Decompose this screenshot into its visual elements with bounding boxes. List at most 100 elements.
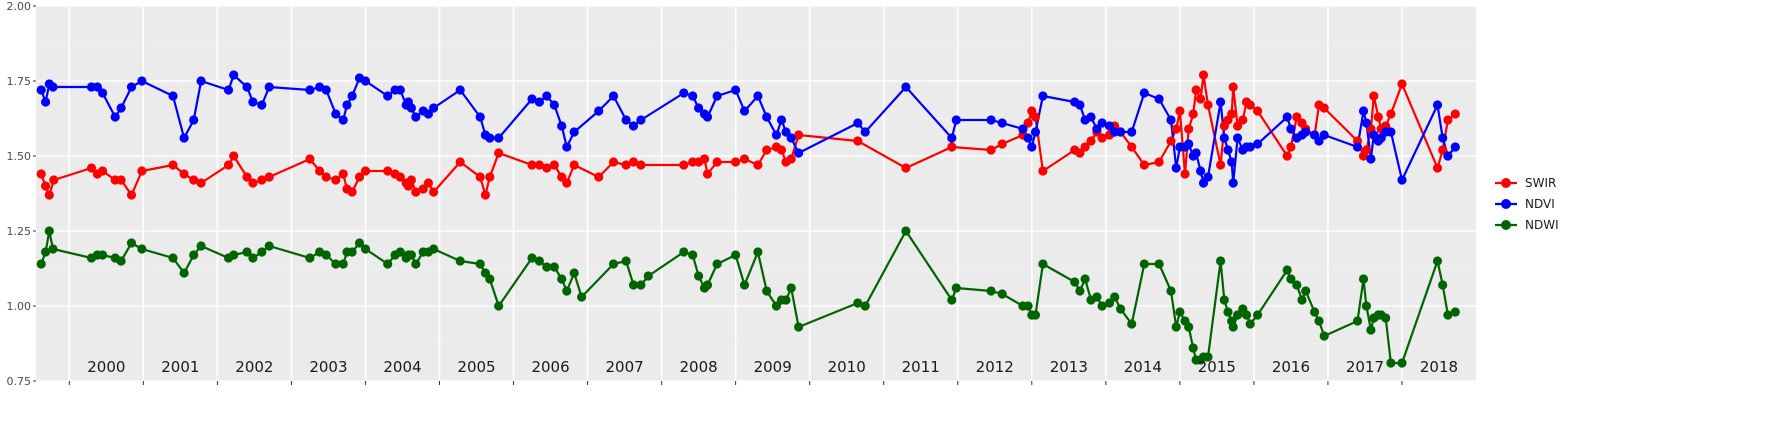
data-point-ndvi: [1191, 148, 1201, 158]
data-point-swir: [569, 160, 579, 170]
data-point-swir: [229, 151, 239, 161]
data-point-swir: [480, 190, 490, 200]
data-point-swir: [196, 178, 206, 188]
data-point-swir: [1023, 118, 1033, 128]
year-label: 2000: [87, 358, 125, 376]
data-point-ndvi: [901, 82, 911, 92]
data-point-swir: [1292, 112, 1302, 122]
data-point-ndvi: [1228, 178, 1238, 188]
data-point-swir: [1171, 124, 1181, 134]
data-point-ndvi: [1245, 142, 1255, 152]
data-point-swir: [997, 139, 1007, 149]
data-point-ndvi: [549, 100, 559, 110]
data-point-ndvi: [731, 85, 741, 95]
data-point-swir: [1191, 85, 1201, 95]
year-label: 2015: [1198, 358, 1236, 376]
data-point-ndwi: [702, 280, 713, 290]
data-point-ndwi: [694, 271, 704, 281]
data-point-ndvi: [794, 148, 804, 158]
data-point-ndwi: [1366, 325, 1376, 335]
data-point-ndvi: [694, 103, 704, 113]
data-point-swir: [1038, 166, 1048, 176]
data-point-swir: [41, 181, 51, 191]
data-point-ndvi: [1361, 118, 1371, 128]
data-point-ndvi: [557, 121, 567, 131]
data-point-ndwi: [1310, 307, 1320, 317]
data-point-swir: [86, 163, 97, 173]
data-point-ndvi: [1358, 106, 1369, 116]
data-point-swir: [179, 169, 189, 179]
data-point-ndvi: [347, 91, 357, 101]
data-point-ndwi: [643, 271, 653, 281]
data-point-swir: [168, 160, 178, 170]
data-point-ndwi: [636, 280, 646, 290]
data-point-swir: [1166, 136, 1176, 146]
data-point-swir: [1386, 109, 1396, 119]
data-point-ndvi: [229, 70, 239, 80]
data-point-ndwi: [1443, 310, 1453, 320]
data-point-ndvi: [628, 121, 639, 131]
data-point-swir: [126, 190, 137, 200]
data-point-ndvi: [1116, 127, 1126, 137]
data-point-swir: [794, 130, 804, 140]
data-point-ndvi: [1443, 151, 1453, 161]
data-point-ndwi: [753, 247, 763, 257]
data-point-ndwi: [1282, 265, 1292, 275]
data-point-ndvi: [429, 103, 439, 113]
data-point-ndvi: [1352, 142, 1363, 152]
data-point-swir: [562, 178, 572, 188]
data-point-swir: [712, 157, 722, 167]
data-point-ndvi: [1366, 154, 1376, 164]
data-point-swir: [636, 160, 646, 170]
data-point-ndwi: [1286, 274, 1296, 284]
y-tick-label: 1.75: [7, 75, 32, 88]
data-point-ndwi: [1319, 331, 1329, 341]
data-point-swir: [49, 175, 59, 185]
data-point-ndwi: [98, 250, 108, 260]
year-label: 2008: [680, 358, 718, 376]
data-point-ndvi: [36, 85, 46, 95]
data-point-ndvi: [1030, 127, 1041, 137]
data-point-ndwi: [901, 226, 911, 236]
data-point-ndwi: [1166, 286, 1176, 296]
data-point-ndvi: [679, 88, 689, 98]
data-point-ndwi: [1127, 319, 1137, 329]
data-point-ndvi: [360, 76, 371, 86]
data-point-swir: [1188, 109, 1198, 119]
data-point-swir: [702, 169, 713, 179]
data-point-swir: [753, 160, 763, 170]
data-point-ndvi: [1253, 139, 1263, 149]
data-point-ndvi: [223, 85, 234, 95]
year-label: 2012: [976, 358, 1014, 376]
data-point-ndwi: [688, 250, 698, 260]
data-point-ndvi: [1104, 121, 1115, 131]
data-point-swir: [1238, 115, 1248, 125]
data-point-ndwi: [485, 274, 495, 284]
data-point-ndwi: [116, 256, 126, 266]
data-point-ndvi: [411, 112, 421, 122]
data-point-ndvi: [739, 106, 750, 116]
data-point-ndvi: [1386, 127, 1396, 137]
data-point-swir: [1216, 160, 1226, 170]
data-point-ndvi: [702, 112, 713, 122]
data-point-ndvi: [1282, 112, 1292, 122]
data-point-ndwi: [1386, 358, 1396, 368]
data-point-ndvi: [1450, 142, 1460, 152]
data-point-ndvi: [1438, 133, 1448, 143]
data-point-ndvi: [771, 130, 782, 140]
data-point-ndwi: [1292, 280, 1302, 290]
legend: SWIR NDVI NDWI: [1495, 176, 1559, 232]
data-point-ndwi: [41, 247, 51, 257]
legend-key-point: [1501, 199, 1511, 209]
data-point-swir: [679, 160, 689, 170]
data-point-swir: [1227, 109, 1237, 119]
data-point-ndwi: [338, 259, 348, 269]
data-point-ndvi: [1227, 157, 1237, 167]
data-point-ndvi: [1314, 136, 1324, 146]
data-point-ndwi: [1070, 277, 1080, 287]
data-point-ndvi: [608, 91, 619, 101]
data-point-ndwi: [1361, 301, 1371, 311]
data-point-ndwi: [1358, 274, 1369, 284]
data-point-ndvi: [338, 115, 348, 125]
